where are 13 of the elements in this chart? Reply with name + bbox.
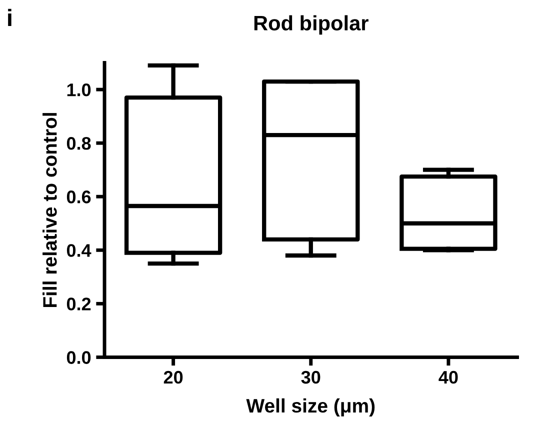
x-tick-label: 40 [438,370,458,384]
x-axis-title: Well size (μm) [246,398,375,416]
y-tick-label: 0.4 [66,244,92,257]
chart-title: Rod bipolar [254,15,368,35]
y-axis-title: Fill relative to control [42,113,57,308]
y-tick-label: 0.0 [66,351,91,364]
x-tick-label: 30 [301,370,320,384]
text: i [8,8,12,26]
y-tick-label: 0.2 [66,298,91,310]
y-tick-label: 0.8 [66,137,91,150]
y-tick-label: 1.0 [67,83,91,96]
x-tick-label: 20 [164,370,183,384]
y-tick-label: 0.6 [66,190,91,204]
